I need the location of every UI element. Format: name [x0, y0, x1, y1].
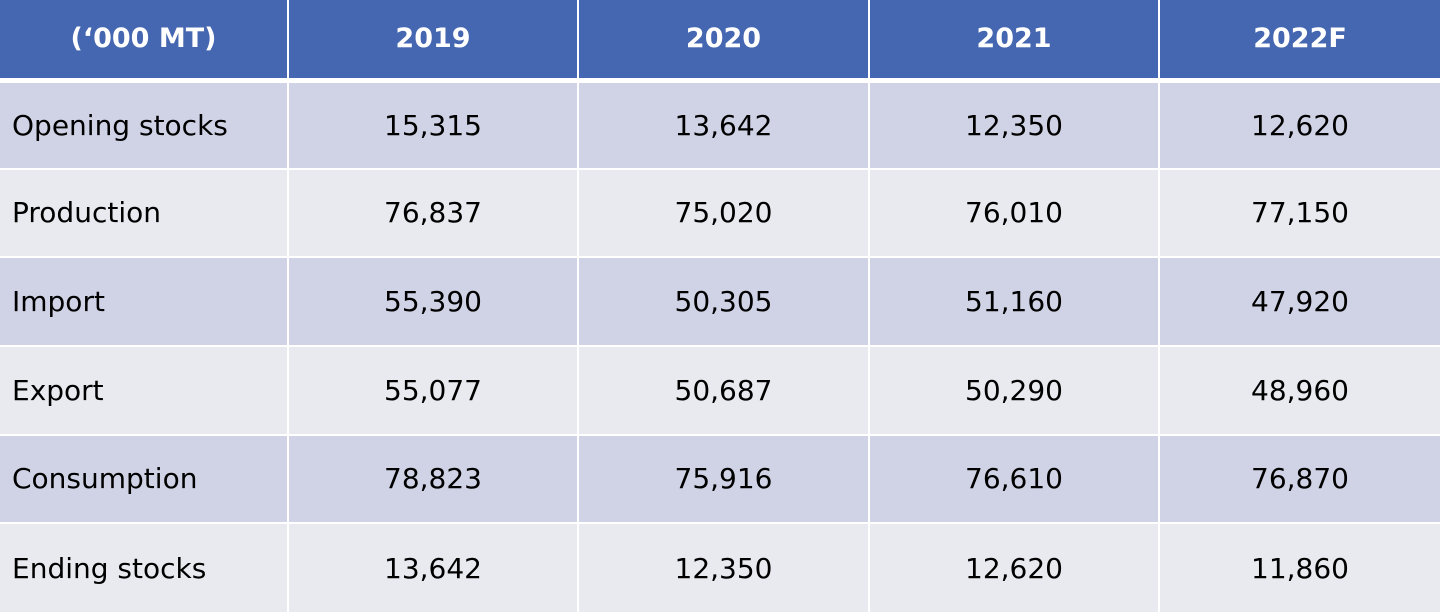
table-cell: 12,620: [869, 523, 1160, 612]
table-cell: 51,160: [869, 257, 1160, 347]
table-cell: 15,315: [288, 80, 579, 170]
table-cell: 12,620: [1159, 80, 1440, 170]
unit-header: (‘000 MT): [0, 0, 289, 83]
year-header-2020: 2020: [578, 0, 870, 83]
year-header-2019: 2019: [288, 0, 579, 83]
table-cell: 12,350: [578, 523, 870, 612]
year-header-2022f: 2022F: [1159, 0, 1440, 83]
table-cell: 50,305: [578, 257, 870, 347]
row-label: Production: [0, 168, 289, 259]
table-cell: 11,860: [1159, 523, 1440, 612]
table-row-import: Import 55,390 50,305 51,160 47,920: [0, 257, 1440, 347]
table-cell: 75,020: [578, 168, 870, 259]
table-cell: 76,870: [1159, 434, 1440, 525]
row-label: Import: [0, 257, 289, 347]
table-cell: 13,642: [578, 80, 870, 170]
row-label: Export: [0, 345, 289, 436]
row-label: Ending stocks: [0, 523, 289, 612]
table-cell: 47,920: [1159, 257, 1440, 347]
table-cell: 78,823: [288, 434, 579, 525]
year-header-2021: 2021: [869, 0, 1160, 83]
table-cell: 50,687: [578, 345, 870, 436]
row-label: Consumption: [0, 434, 289, 525]
table-cell: 13,642: [288, 523, 579, 612]
table-cell: 55,390: [288, 257, 579, 347]
table-row-ending-stocks: Ending stocks 13,642 12,350 12,620 11,86…: [0, 523, 1440, 612]
table-row-production: Production 76,837 75,020 76,010 77,150: [0, 168, 1440, 259]
table-cell: 55,077: [288, 345, 579, 436]
header-row: (‘000 MT) 2019 2020 2021 2022F: [0, 0, 1440, 83]
table-row-export: Export 55,077 50,687 50,290 48,960: [0, 345, 1440, 436]
table-cell: 12,350: [869, 80, 1160, 170]
table-cell: 76,837: [288, 168, 579, 259]
table-cell: 75,916: [578, 434, 870, 525]
table-cell: 48,960: [1159, 345, 1440, 436]
table-cell: 50,290: [869, 345, 1160, 436]
table-cell: 77,150: [1159, 168, 1440, 259]
table-cell: 76,610: [869, 434, 1160, 525]
table-cell: 76,010: [869, 168, 1160, 259]
row-label: Opening stocks: [0, 80, 289, 170]
table-row-opening-stocks: Opening stocks 15,315 13,642 12,350 12,6…: [0, 80, 1440, 170]
table-row-consumption: Consumption 78,823 75,916 76,610 76,870: [0, 434, 1440, 525]
